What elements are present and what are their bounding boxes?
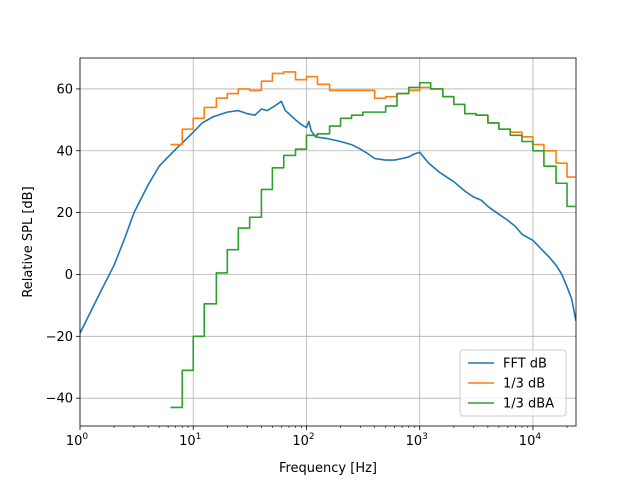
x-tick-label: 100	[66, 432, 89, 449]
y-tick-label: 60	[56, 82, 73, 97]
y-axis-label: Relative SPL [dB]	[21, 186, 36, 297]
legend-label: 1/3 dBA	[503, 397, 554, 412]
legend-label: 1/3 dB	[503, 377, 545, 392]
x-tick-label: 104	[519, 432, 542, 449]
legend: FFT dB 1/3 dB 1/3 dBA	[459, 349, 567, 417]
x-axis-ticks: 100 101 102 103 104	[66, 426, 568, 449]
y-tick-label: −20	[46, 330, 73, 345]
y-tick-label: −40	[46, 392, 73, 407]
x-tick-label: 101	[179, 432, 201, 449]
y-tick-label: 20	[56, 206, 73, 221]
y-tick-label: 40	[56, 144, 73, 159]
series-line	[80, 100, 576, 334]
plot-frame	[79, 57, 577, 427]
y-tick-label: 0	[65, 268, 73, 283]
y-axis-ticks: −40 −20 0 20 40 60	[46, 82, 80, 407]
grid	[79, 58, 576, 426]
legend-box	[459, 349, 567, 417]
legend-label: FFT dB	[503, 357, 547, 372]
x-tick-label: 102	[292, 432, 314, 449]
x-axis-label: Frequency [Hz]	[279, 461, 377, 476]
series-layer	[80, 71, 576, 409]
x-tick-label: 103	[406, 432, 428, 449]
series-line	[170, 81, 576, 409]
